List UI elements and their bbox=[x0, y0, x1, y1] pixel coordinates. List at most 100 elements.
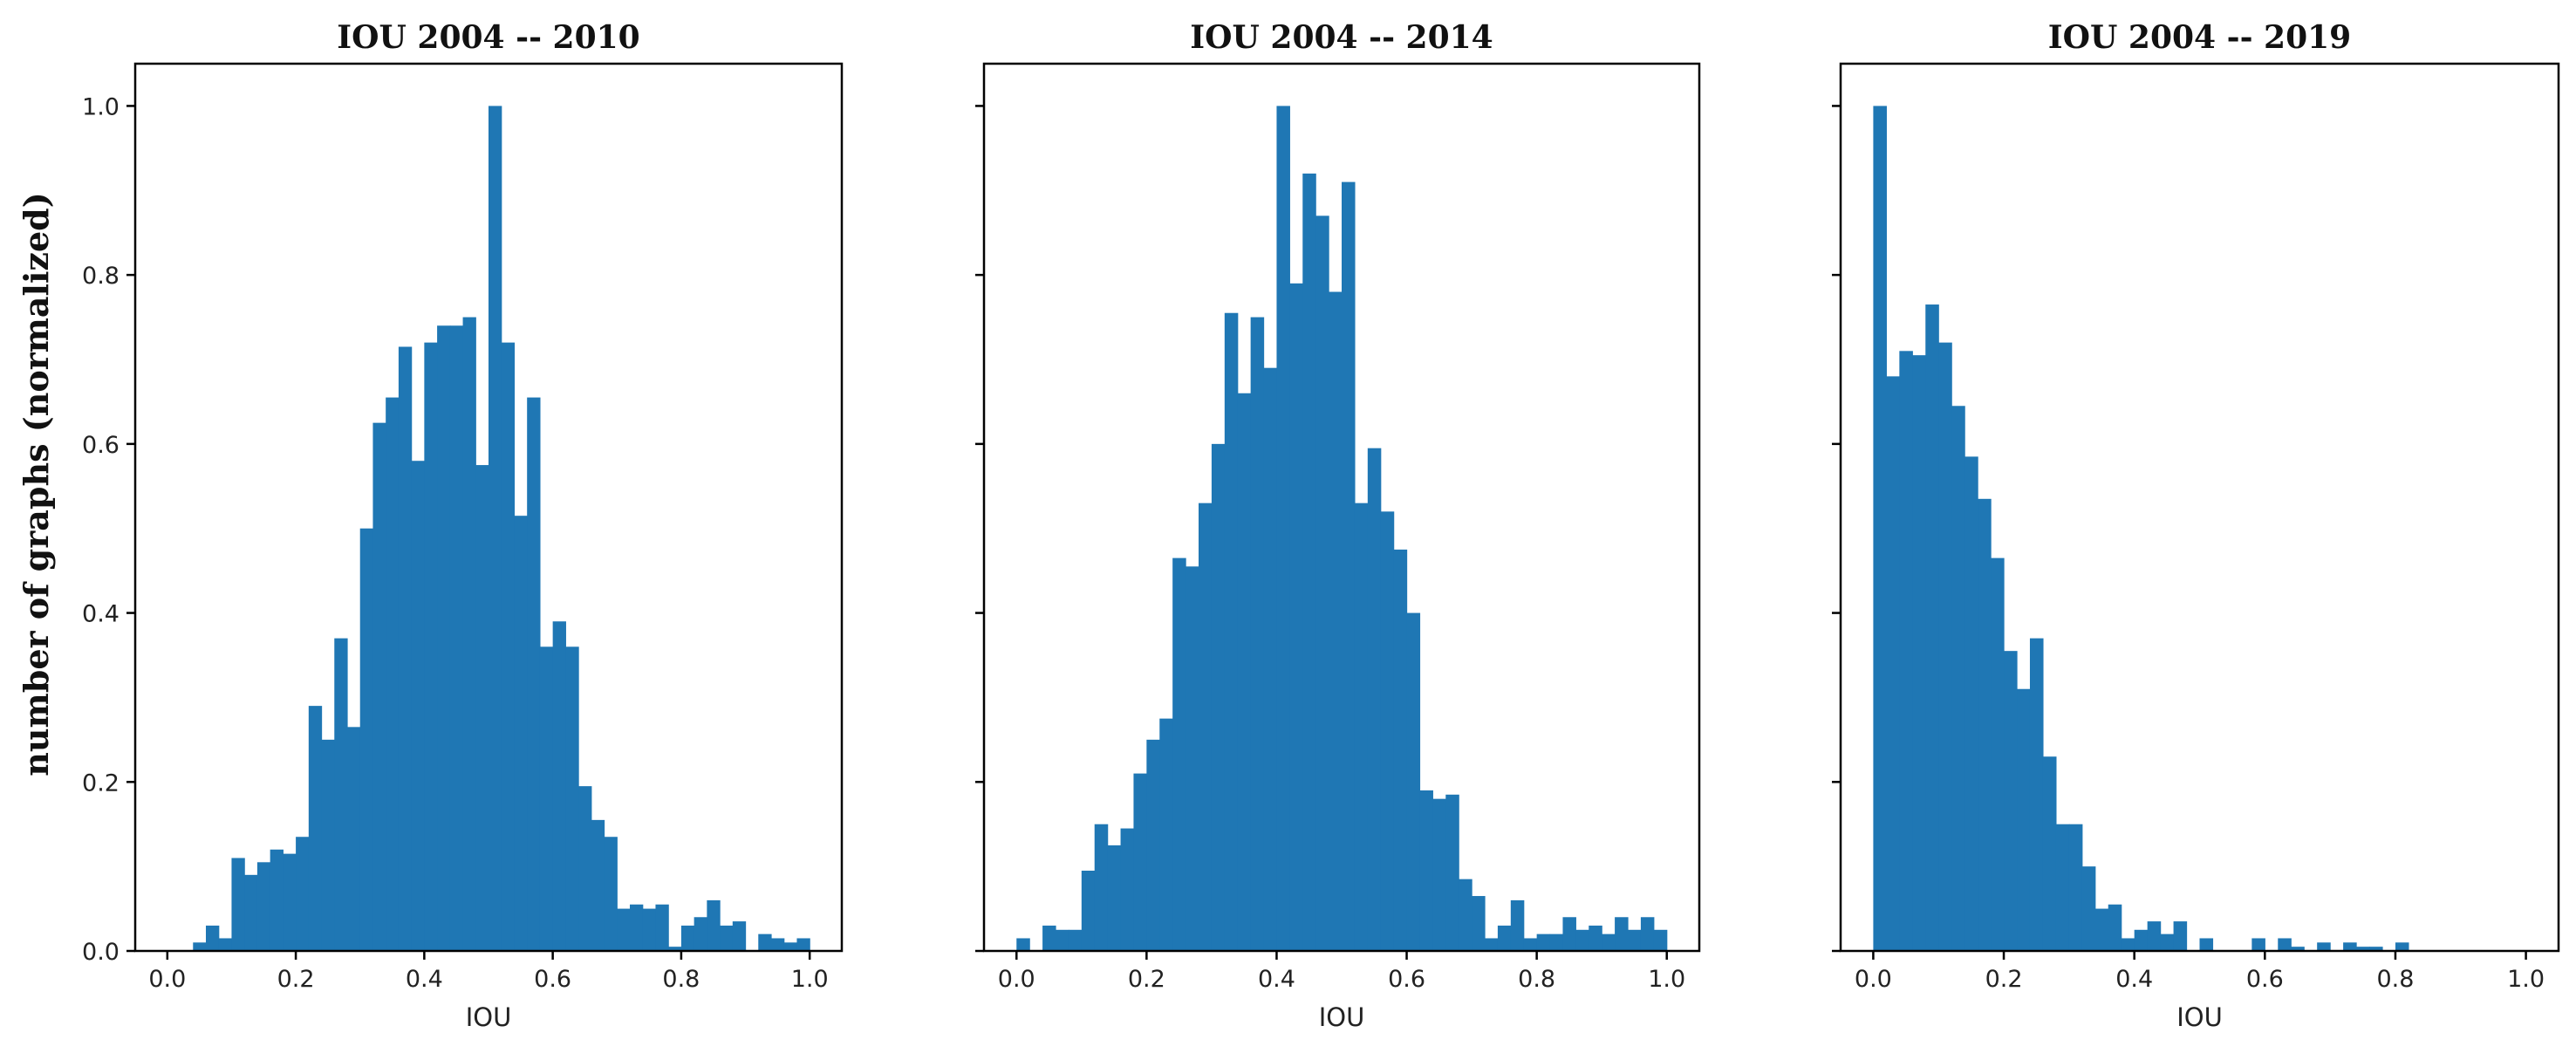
histogram-bar bbox=[680, 925, 695, 951]
histogram-bar bbox=[1653, 929, 1668, 951]
histogram-bar bbox=[321, 739, 335, 951]
x-tick-label: 0.2 bbox=[277, 966, 315, 993]
histogram-bar bbox=[617, 908, 631, 951]
histogram-bar bbox=[642, 908, 657, 951]
histogram-bar bbox=[655, 904, 669, 951]
x-tick-label: 0.0 bbox=[998, 966, 1035, 993]
histogram-bar bbox=[1354, 503, 1369, 951]
x-tick-label: 0.2 bbox=[1128, 966, 1165, 993]
histogram-bar bbox=[1445, 794, 1459, 951]
histogram-bar bbox=[1964, 456, 1978, 951]
x-tick-label: 0.2 bbox=[1985, 966, 2023, 993]
x-tick-label: 0.6 bbox=[2246, 966, 2284, 993]
histogram-bar bbox=[2108, 904, 2122, 951]
histogram-bar bbox=[2278, 938, 2292, 951]
x-tick-label: 0.8 bbox=[2376, 966, 2414, 993]
histogram-bar bbox=[2356, 947, 2370, 951]
x-tick-label: 0.4 bbox=[2115, 966, 2153, 993]
histogram-bar bbox=[2121, 938, 2135, 951]
histogram-bar bbox=[732, 921, 747, 951]
histogram-bar bbox=[1459, 879, 1472, 951]
histogram-bar bbox=[1536, 933, 1551, 951]
histogram-bar bbox=[1628, 929, 1642, 951]
x-tick-label: 0.6 bbox=[534, 966, 571, 993]
x-tick-label: 0.8 bbox=[1518, 966, 1555, 993]
x-tick-label: 0.0 bbox=[1855, 966, 1892, 993]
chart-panels: 0.0 0.2 0.4 0.6 0.8 1.0 0.0 0.2 0.4 0.6 0.8 1.0 IOU I… bbox=[82, 19, 2560, 1032]
histogram-bar bbox=[1380, 511, 1395, 951]
histogram-bar bbox=[552, 621, 566, 951]
histogram-bar bbox=[1237, 393, 1252, 951]
histogram-bar bbox=[630, 904, 644, 951]
histogram-bar bbox=[1991, 557, 2005, 951]
histogram-bar bbox=[758, 933, 772, 951]
histogram-bar bbox=[2199, 938, 2214, 951]
histogram-bar bbox=[283, 853, 297, 951]
histogram-bar bbox=[565, 646, 579, 951]
y-tick-label: 0.4 bbox=[82, 601, 120, 628]
histogram-bar bbox=[1016, 938, 1030, 951]
histogram-bar bbox=[270, 849, 284, 951]
histogram-bar bbox=[1873, 106, 1887, 952]
histogram-bar bbox=[1094, 824, 1109, 951]
histogram-bar bbox=[449, 325, 464, 951]
histogram-bar bbox=[1886, 376, 1900, 951]
histogram-bar bbox=[1951, 406, 1965, 951]
histogram-bar bbox=[1589, 925, 1602, 951]
histogram-bar bbox=[308, 706, 323, 951]
histogram-bar bbox=[2343, 942, 2357, 951]
histogram-bar bbox=[1289, 283, 1303, 952]
y-axis-label: number of graphs (normalized) bbox=[17, 192, 56, 776]
histogram-bar bbox=[2369, 947, 2383, 951]
histogram-bar bbox=[1510, 899, 1525, 951]
x-tick-label: 0.8 bbox=[662, 966, 700, 993]
histogram-bar bbox=[218, 938, 233, 951]
x-tick-label: 1.0 bbox=[791, 966, 829, 993]
histogram-bar bbox=[1912, 355, 1926, 951]
histogram-bar bbox=[1172, 557, 1186, 951]
histogram-bar bbox=[2291, 947, 2305, 951]
histogram-bar bbox=[231, 858, 245, 951]
histogram-bar bbox=[2042, 756, 2057, 951]
histogram-bar bbox=[398, 346, 413, 952]
histogram-bar bbox=[2134, 929, 2149, 951]
histogram-bar bbox=[296, 837, 310, 951]
histogram-bar bbox=[604, 837, 618, 951]
histogram-bar bbox=[1575, 929, 1589, 951]
histogram-bar bbox=[2055, 824, 2070, 951]
histogram-bar bbox=[1068, 929, 1083, 951]
x-tick-label: 0.0 bbox=[148, 966, 186, 993]
histogram-bar bbox=[527, 397, 541, 952]
histogram-bar bbox=[1432, 798, 1446, 951]
y-tick-label: 0.8 bbox=[82, 263, 120, 290]
histogram-bar bbox=[1523, 938, 1538, 951]
histogram-bar bbox=[1938, 342, 1952, 951]
histogram-bar bbox=[2147, 921, 2162, 951]
x-tick-label: 0.6 bbox=[1388, 966, 1425, 993]
histogram-bar bbox=[1562, 917, 1576, 951]
histogram-bar bbox=[2094, 908, 2109, 951]
histogram-bar bbox=[1146, 739, 1160, 951]
y-tick-label: 1.0 bbox=[82, 93, 120, 120]
histogram-bar bbox=[2251, 938, 2265, 951]
histogram-bar bbox=[501, 342, 516, 951]
histogram-bar bbox=[1329, 291, 1343, 951]
histogram-bar bbox=[1472, 896, 1486, 951]
histogram-bar bbox=[2081, 866, 2096, 951]
histogram-bar bbox=[1406, 612, 1421, 951]
histogram-bar bbox=[256, 862, 271, 951]
x-axis-label: IOU bbox=[1319, 1002, 1365, 1032]
axes-frame bbox=[982, 62, 1701, 953]
histogram-bar bbox=[578, 786, 592, 951]
histogram-bar bbox=[1925, 304, 1939, 951]
histogram-bar bbox=[1250, 317, 1265, 951]
y-tick-label: 0.6 bbox=[82, 432, 120, 459]
histogram-bar bbox=[2395, 942, 2409, 951]
chart-panel-2: 0.0 0.2 0.4 0.6 0.8 1.0 IOU IOU 2004 -- 2014 bbox=[975, 19, 1701, 1032]
histogram-bar bbox=[539, 646, 554, 951]
histogram-bar bbox=[2004, 651, 2018, 951]
histogram-bar bbox=[386, 397, 400, 952]
histogram-bar bbox=[372, 422, 386, 951]
histogram-bar bbox=[591, 819, 605, 951]
histogram-bar bbox=[2029, 638, 2044, 951]
